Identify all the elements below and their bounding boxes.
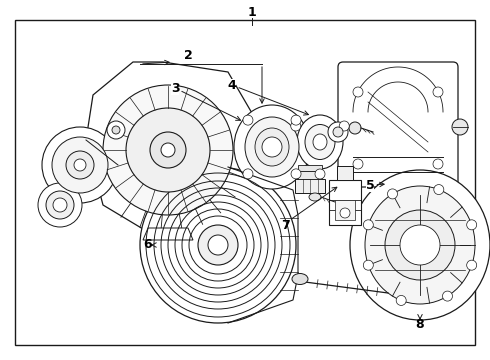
Ellipse shape [309,193,321,201]
Circle shape [353,87,363,97]
Circle shape [442,291,452,301]
Circle shape [452,119,468,135]
Ellipse shape [292,274,308,284]
Circle shape [74,159,86,171]
Circle shape [340,208,350,218]
Circle shape [353,159,363,169]
Circle shape [53,198,67,212]
Ellipse shape [245,117,299,177]
Circle shape [396,296,406,305]
Circle shape [243,169,253,179]
Text: 5: 5 [366,179,384,192]
Circle shape [52,137,108,193]
Circle shape [291,115,301,125]
Bar [335,200,355,220]
Polygon shape [143,228,193,240]
Ellipse shape [350,170,490,320]
Circle shape [107,121,125,139]
Circle shape [150,132,186,168]
Bar [337,166,353,180]
Circle shape [466,220,477,230]
Ellipse shape [313,134,327,150]
Circle shape [363,260,373,270]
Ellipse shape [297,115,343,169]
Text: 7: 7 [281,219,290,231]
Circle shape [42,127,118,203]
Circle shape [126,108,210,192]
Circle shape [291,121,301,131]
Bar [329,180,361,225]
Bar [298,171,322,179]
Bar [295,179,325,193]
Text: 4: 4 [228,78,308,115]
Circle shape [466,260,477,270]
Circle shape [161,143,175,157]
Bar [298,165,322,171]
Circle shape [243,115,253,125]
Circle shape [433,159,443,169]
Ellipse shape [255,128,289,166]
Circle shape [434,185,444,194]
Circle shape [103,85,233,215]
Circle shape [208,235,228,255]
Circle shape [315,169,325,179]
Circle shape [339,121,349,131]
Circle shape [38,183,82,227]
Circle shape [400,225,440,265]
Circle shape [262,137,282,157]
Circle shape [46,191,74,219]
Circle shape [291,169,301,179]
Text: 8: 8 [416,319,424,332]
Circle shape [385,210,455,280]
Circle shape [328,122,348,142]
Ellipse shape [234,105,310,189]
FancyBboxPatch shape [338,62,458,187]
Circle shape [140,167,296,323]
Circle shape [349,122,361,134]
Circle shape [198,225,238,265]
Text: 2: 2 [184,49,193,62]
Text: 1: 1 [247,5,256,18]
Text: 3: 3 [171,81,241,120]
Circle shape [363,220,373,230]
Text: 6: 6 [144,239,152,252]
Circle shape [333,127,343,137]
Polygon shape [86,62,256,235]
Circle shape [112,126,120,134]
Circle shape [66,151,94,179]
Circle shape [388,189,397,199]
Circle shape [433,87,443,97]
Ellipse shape [365,186,475,304]
Ellipse shape [305,125,335,159]
